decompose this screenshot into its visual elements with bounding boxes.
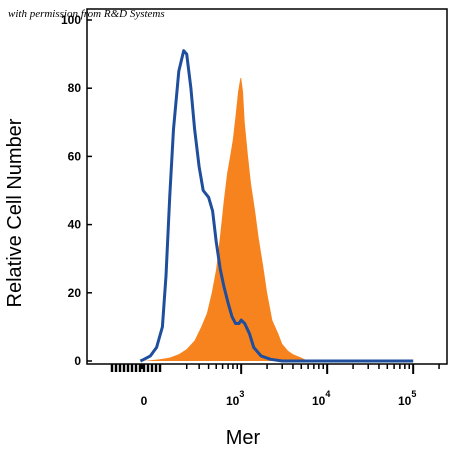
y-tick-label: 60 [68,149,82,163]
x-tick-exponent: 5 [411,389,416,399]
y-tick-labels: 0 20 40 60 80 100 [61,13,81,368]
y-tick-label: 20 [68,286,82,300]
x-tick-exponent: 4 [325,389,330,399]
x-tick-label: 0 [141,394,148,408]
plot-area [139,49,414,363]
y-axis-label: Relative Cell Number [4,118,26,307]
y-tick-label: 0 [74,354,81,368]
x-tick-exponent: 3 [239,389,244,399]
y-tick-label: 40 [68,218,82,232]
x-tick-label: 105 [398,389,416,408]
x-tick-label: 103 [226,389,244,408]
x-tick-labels: 0 103 104 105 [141,389,417,408]
tick-marks [87,19,440,374]
control-histogram-line [139,49,414,363]
stained-histogram-fill [140,78,414,361]
y-tick-label: 100 [61,13,81,27]
y-tick-label: 80 [68,81,82,95]
x-axis-label: Mer [226,427,261,449]
x-tick-label: 104 [312,389,330,408]
